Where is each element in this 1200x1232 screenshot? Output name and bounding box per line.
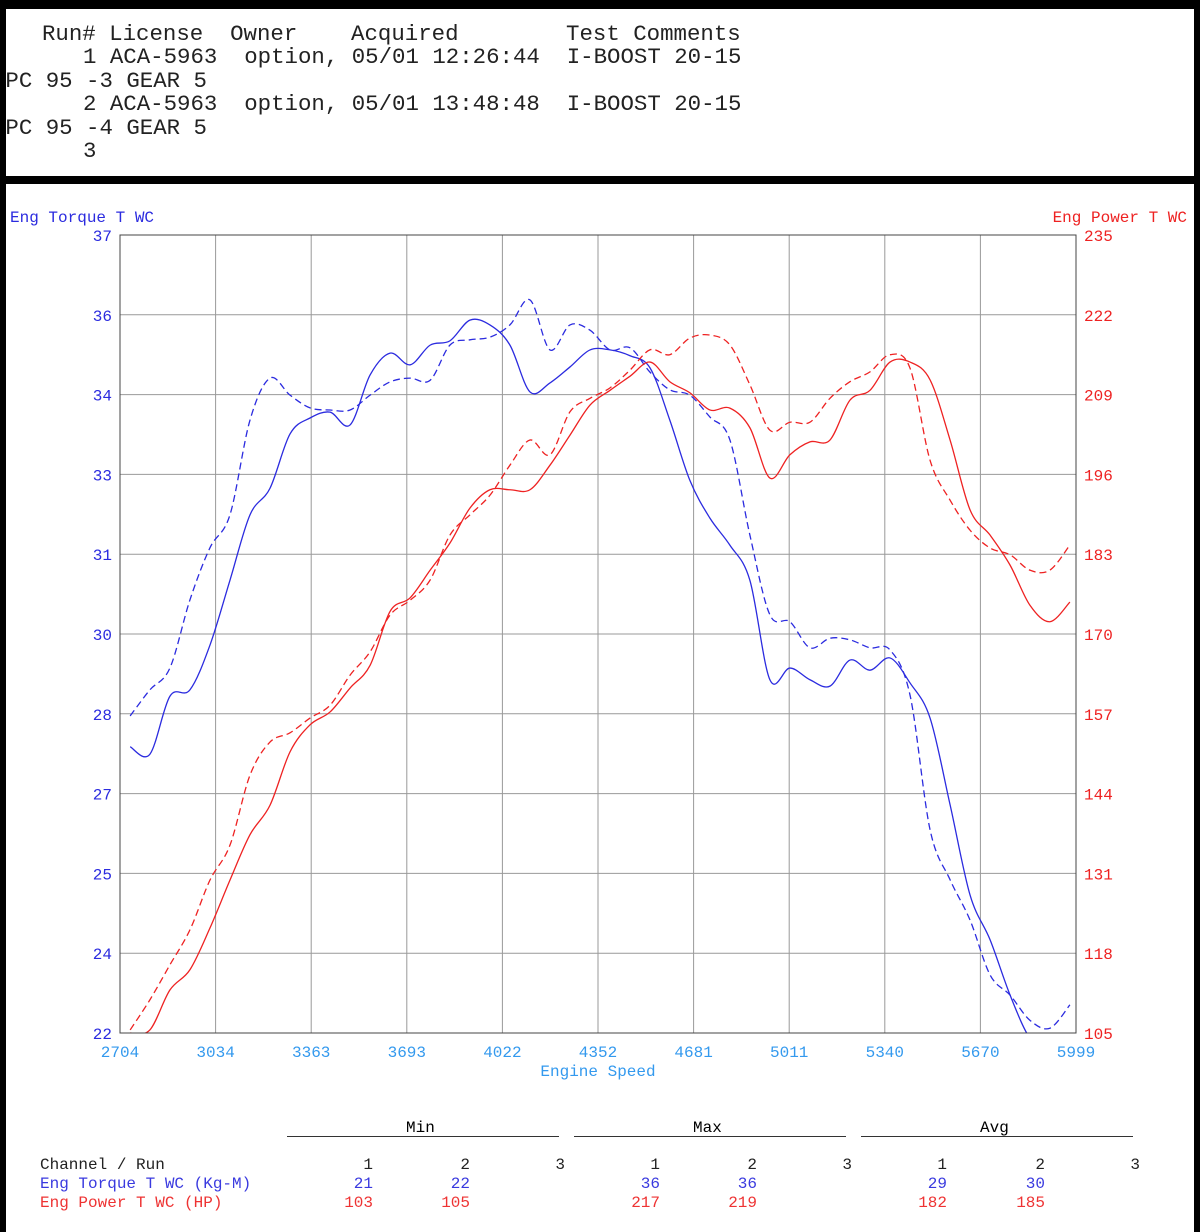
summary-cell: 217 <box>631 1194 660 1212</box>
x-tick-label: 5340 <box>866 1044 904 1062</box>
x-tick-label: 4022 <box>483 1044 521 1062</box>
plot-frame <box>119 234 1077 1034</box>
y-left-tick-label: 36 <box>93 308 112 326</box>
y-right-tick-label: 196 <box>1084 467 1113 485</box>
run-column-header: 1 <box>650 1156 660 1174</box>
run-2-comment-wrap: FPC 95 -4 GEAR 5 <box>6 115 207 141</box>
summary-cell: 219 <box>728 1194 757 1212</box>
y-left-tick-label: 25 <box>93 866 112 884</box>
y-left-tick-label: 22 <box>93 1026 112 1044</box>
y-left-tick-label: 31 <box>93 547 112 565</box>
group-max-rule <box>574 1136 846 1137</box>
run-2-info: 2 ACA-5963 option, 05/01 13:48:48 I-BOOS… <box>83 91 742 117</box>
y-left-tick-label: 27 <box>93 787 112 805</box>
summary-cell: 22 <box>450 1175 470 1193</box>
torque-row-label: Eng Torque T WC (Kg-M) <box>40 1175 252 1193</box>
x-tick-label: 3034 <box>196 1044 234 1062</box>
y-right-tick-label: 170 <box>1084 627 1113 645</box>
y-left-tick-label: 28 <box>93 707 112 725</box>
run-column-header: 1 <box>363 1156 373 1174</box>
y-right-tick-label: 131 <box>1084 866 1113 884</box>
power-run-1-line <box>130 358 1071 1033</box>
dyno-chart: Eng Torque T WC Eng Power T WC Engine Sp… <box>10 209 1187 1081</box>
run-1-info: 1 ACA-5963 option, 05/01 12:26:44 I-BOOS… <box>83 44 742 70</box>
group-max-label: Max <box>693 1119 722 1137</box>
x-tick-label: 3363 <box>292 1044 330 1062</box>
chart-panel: Eng Torque T WC Eng Power T WC Engine Sp… <box>6 184 1194 1232</box>
power-row-label: Eng Power T WC (HP) <box>40 1194 223 1212</box>
summary-cell: 182 <box>918 1194 947 1212</box>
torque-run-1-line <box>129 318 1028 1033</box>
group-avg-label: Avg <box>980 1119 1009 1137</box>
run-column-header: 3 <box>842 1156 852 1174</box>
x-tick-label: 4352 <box>579 1044 617 1062</box>
channel-run-header: Channel / Run <box>40 1156 165 1174</box>
run-column-header: 2 <box>460 1156 470 1174</box>
y-right-tick-label: 235 <box>1084 228 1113 246</box>
tick-labels: 2704 37 235 3034 36 222 3363 34 209 3693 33 196 4022… <box>93 228 1113 1062</box>
summary-cell: 103 <box>344 1194 373 1212</box>
y-left-tick-label: 34 <box>93 388 112 406</box>
x-tick-label: 5999 <box>1057 1044 1095 1062</box>
header-columns: Run# License Owner Acquired Test Comment… <box>42 21 741 47</box>
y-right-tick-label: 222 <box>1084 308 1113 326</box>
group-min-rule <box>287 1136 559 1137</box>
run-column-header: 2 <box>747 1156 757 1174</box>
summary-cell: 30 <box>1025 1175 1045 1193</box>
summary-cell: 29 <box>927 1175 947 1193</box>
power-run-2-line <box>129 333 1071 1031</box>
summary-cell: 36 <box>737 1175 757 1193</box>
summary-cell: 105 <box>441 1194 470 1212</box>
y-left-tick-label: 37 <box>93 228 112 246</box>
summary-cell: 185 <box>1016 1194 1045 1212</box>
y-right-tick-label: 118 <box>1084 946 1113 964</box>
right-axis-title: Eng Power T WC <box>1053 209 1187 227</box>
x-axis-title: Engine Speed <box>540 1063 655 1081</box>
run-info-header: Run# License Owner Acquired Test Comment… <box>6 9 1194 176</box>
y-right-tick-label: 157 <box>1084 707 1113 725</box>
run-column-header: 3 <box>1130 1156 1140 1174</box>
run-1-comment-wrap: CPC 95 -3 GEAR 5 <box>6 68 207 94</box>
y-left-tick-label: 24 <box>93 946 112 964</box>
y-right-tick-label: 209 <box>1084 388 1113 406</box>
y-right-tick-label: 183 <box>1084 547 1113 565</box>
run-column-header: 1 <box>937 1156 947 1174</box>
run-3-info: 3 <box>83 138 97 164</box>
y-left-tick-label: 33 <box>93 467 112 485</box>
grid <box>120 235 1076 1033</box>
x-tick-label: 4681 <box>674 1044 712 1062</box>
group-avg-rule <box>861 1136 1133 1137</box>
run-column-header: 2 <box>1035 1156 1045 1174</box>
run-column-header: 3 <box>555 1156 565 1174</box>
y-right-tick-label: 105 <box>1084 1026 1113 1044</box>
group-min-label: Min <box>406 1119 435 1137</box>
x-tick-label: 2704 <box>101 1044 139 1062</box>
summary-cell: 36 <box>640 1175 660 1193</box>
y-left-tick-label: 30 <box>93 627 112 645</box>
x-tick-label: 3693 <box>388 1044 426 1062</box>
series-group <box>129 298 1071 1033</box>
y-right-tick-label: 144 <box>1084 787 1113 805</box>
torque-run-2-line <box>129 298 1071 1030</box>
left-axis-title: Eng Torque T WC <box>10 209 154 227</box>
x-tick-label: 5670 <box>961 1044 999 1062</box>
x-tick-label: 5011 <box>770 1044 808 1062</box>
summary-cell: 21 <box>353 1175 373 1193</box>
